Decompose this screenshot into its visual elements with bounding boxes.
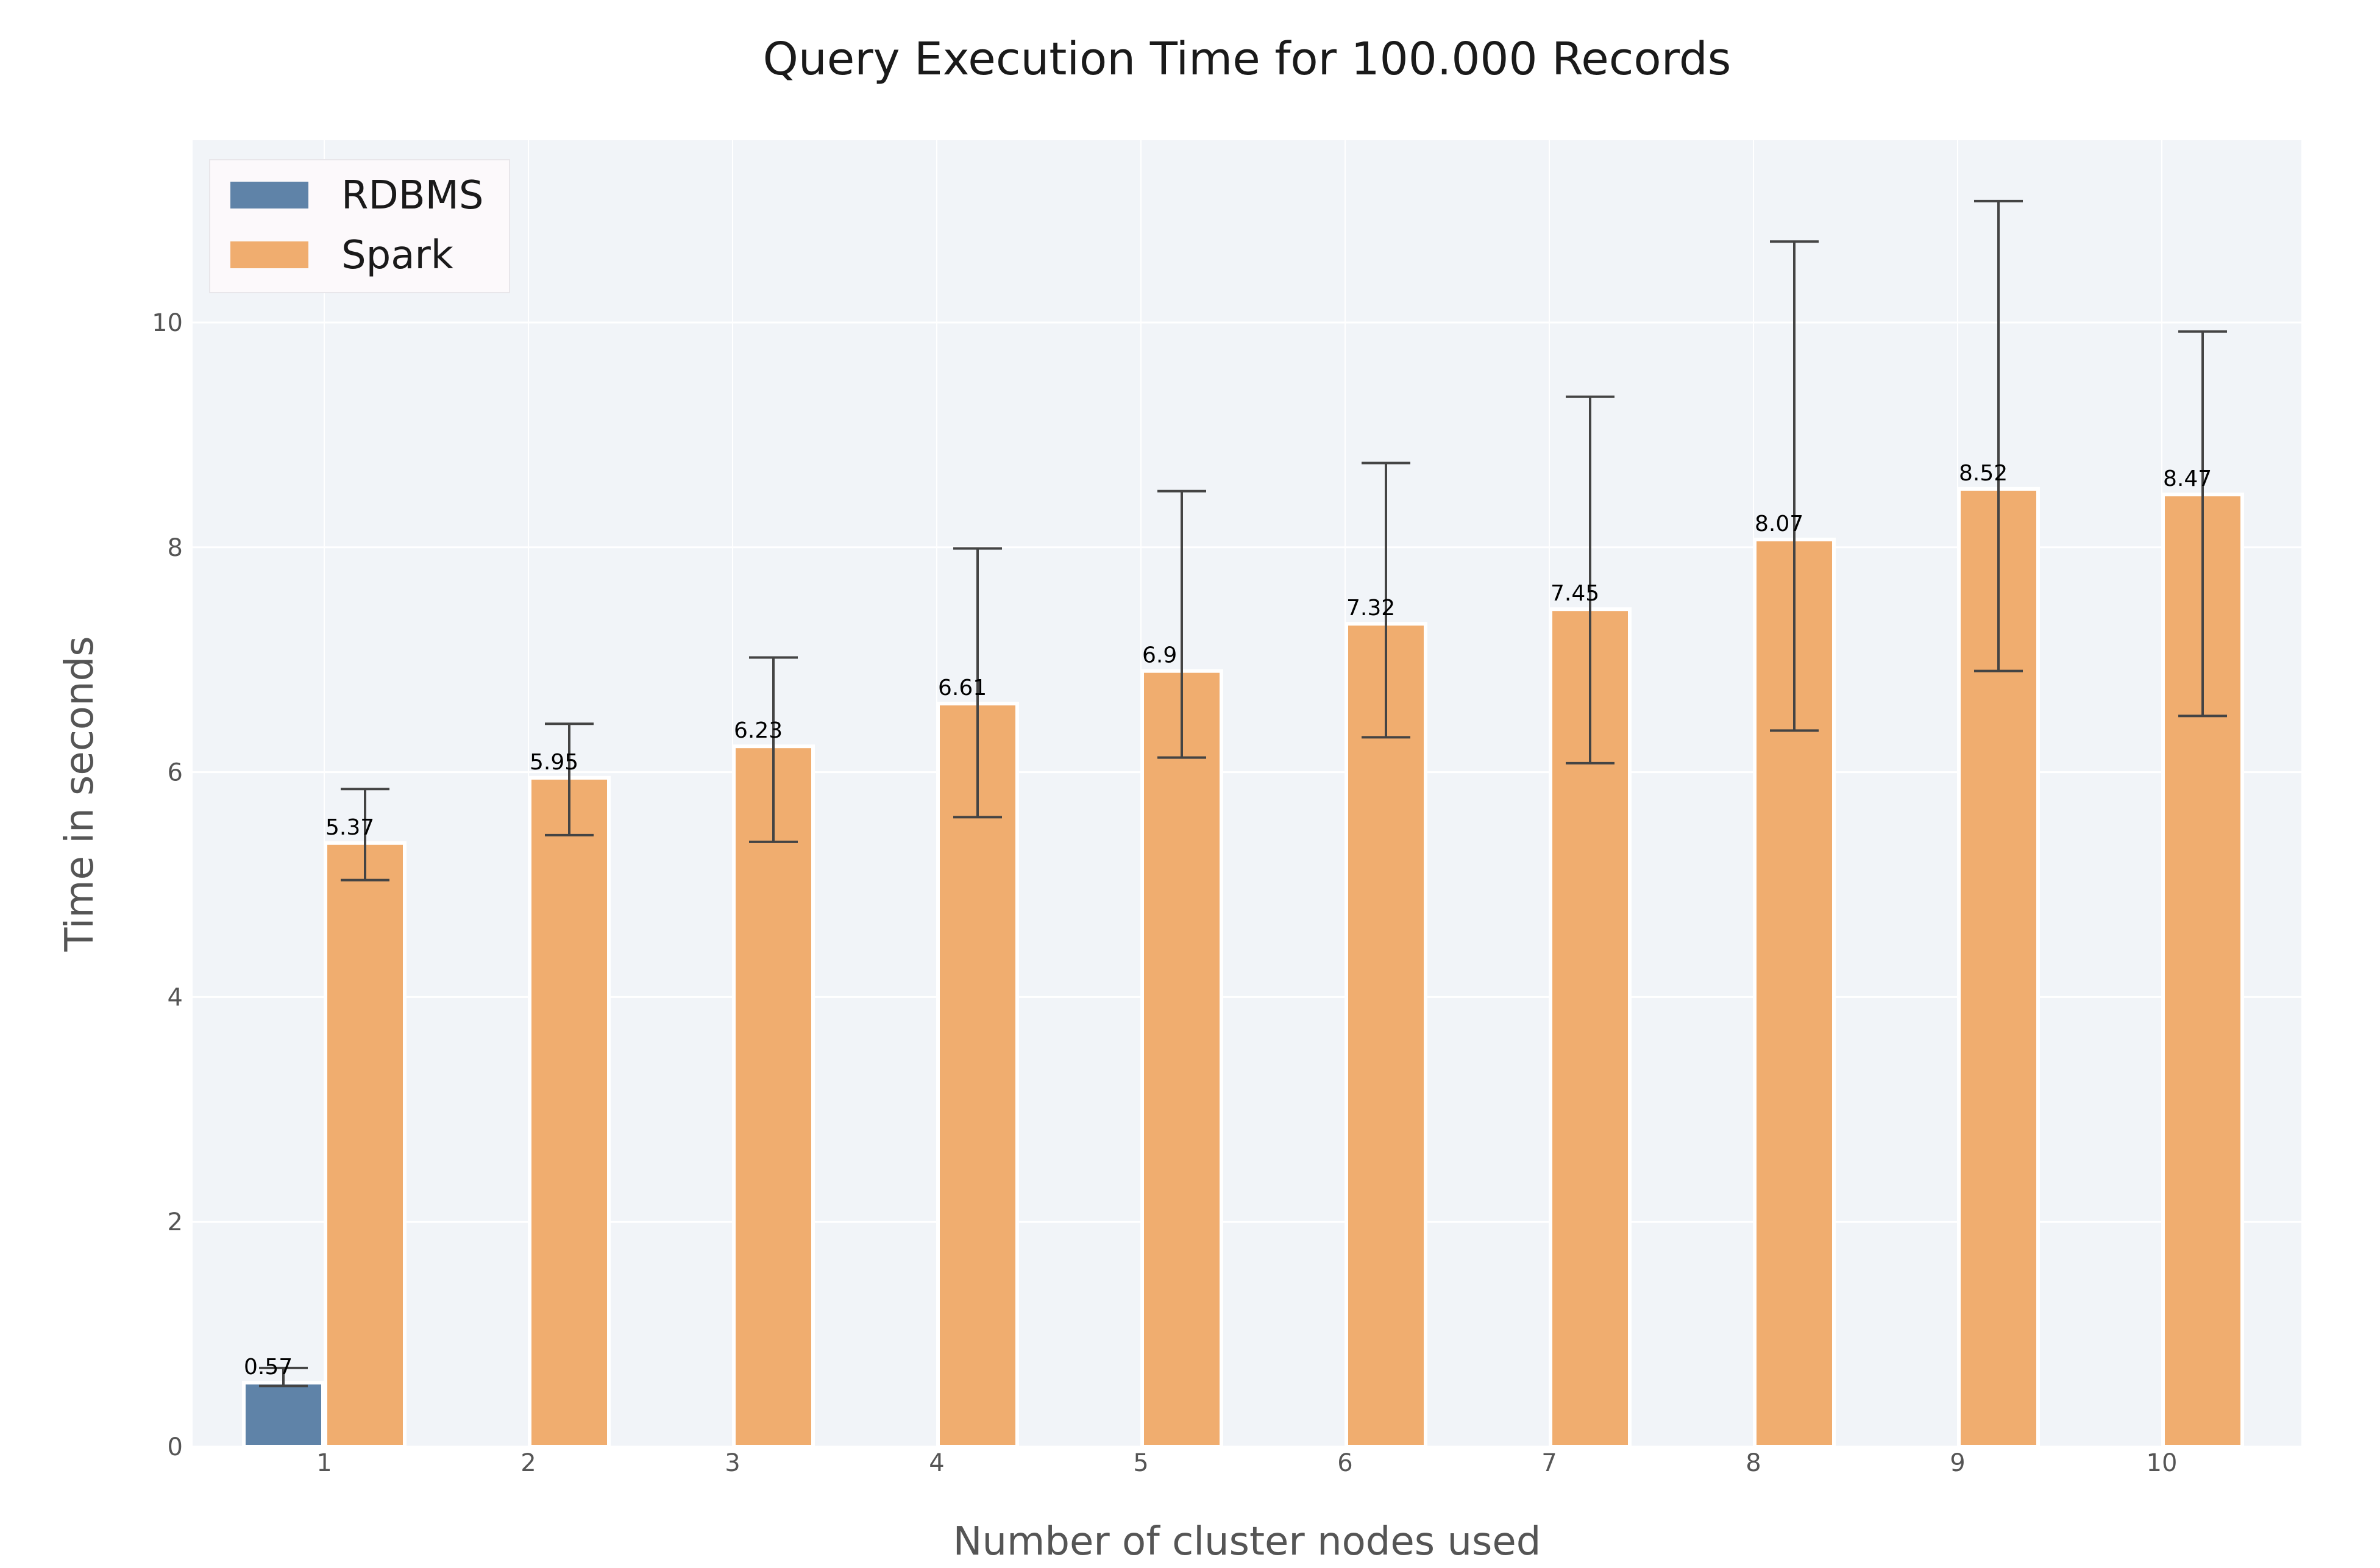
bar-spark-8: [1753, 537, 1836, 1449]
error-bar: [749, 656, 798, 843]
legend-swatch-spark: [230, 241, 308, 268]
error-bar: [1362, 461, 1410, 739]
x-axis-ticks: 1 2 3 4 5 6 7 8 9 10: [316, 1449, 2177, 1477]
data-label: 8.07: [1755, 511, 1803, 536]
x-tick-label: 1: [316, 1449, 332, 1477]
bar-spark-6: [1345, 622, 1427, 1449]
bar-rdbms-1: [242, 1380, 325, 1449]
x-tick-label: 5: [1133, 1449, 1148, 1477]
bar-spark-4: [936, 702, 1019, 1449]
legend-label-rdbms: RDBMS: [341, 173, 484, 218]
legend: RDBMS Spark: [209, 159, 510, 293]
data-label: 7.32: [1346, 596, 1395, 621]
data-label: 0.57: [244, 1355, 293, 1380]
x-tick-label: 6: [1337, 1449, 1352, 1477]
data-label: 5.95: [530, 750, 578, 775]
x-tick-label: 2: [520, 1449, 536, 1477]
error-bar: [1566, 395, 1614, 764]
data-label: 8.52: [1959, 461, 2008, 486]
data-label: 6.61: [938, 675, 987, 700]
y-tick-label: 6: [168, 759, 183, 787]
data-label: 7.45: [1551, 581, 1599, 606]
x-tick-label: 7: [1541, 1449, 1557, 1477]
error-bar: [1974, 199, 2023, 672]
error-bar: [953, 547, 1002, 819]
legend-label-spark: Spark: [341, 233, 453, 278]
data-label: 8.47: [2163, 466, 2212, 491]
x-tick-label: 3: [725, 1449, 740, 1477]
y-tick-label: 10: [152, 309, 183, 337]
data-label: 6.23: [734, 718, 783, 743]
bar-spark-5: [1140, 669, 1223, 1449]
error-bar: [1157, 490, 1206, 759]
chart-title: Query Execution Time for 100.000 Records: [763, 33, 1732, 85]
error-bar: [545, 722, 594, 836]
y-tick-label: 8: [168, 534, 183, 562]
y-axis-title: Time in seconds: [57, 636, 102, 952]
data-label: 6.9: [1142, 643, 1177, 668]
x-tick-label: 4: [929, 1449, 944, 1477]
error-bar: [2178, 330, 2227, 718]
legend-swatch-rdbms: [230, 182, 308, 208]
y-tick-label: 2: [168, 1208, 183, 1236]
error-bar: [259, 1366, 308, 1388]
bar-spark-3: [732, 744, 815, 1449]
bar-spark-2: [528, 775, 611, 1449]
x-tick-label: 9: [1950, 1449, 1965, 1477]
y-axis-ticks: 0 2 4 6 8 10: [152, 309, 183, 1461]
data-labels-group: 0.57 5.37 5.95 6.23 6.61 6.9 7.32 7.45 8.07 8.52 8…: [244, 461, 2212, 1380]
error-bars-group: [259, 199, 2227, 1388]
bar-spark-1: [324, 841, 407, 1449]
x-tick-label: 10: [2147, 1449, 2178, 1477]
x-axis-title: Number of cluster nodes used: [953, 1519, 1541, 1564]
error-bar: [1770, 240, 1819, 732]
y-tick-label: 4: [168, 983, 183, 1011]
error-bar: [341, 788, 389, 882]
data-label: 5.37: [325, 815, 374, 840]
x-tick-label: 8: [1746, 1449, 1761, 1477]
y-tick-label: 0: [168, 1433, 183, 1461]
